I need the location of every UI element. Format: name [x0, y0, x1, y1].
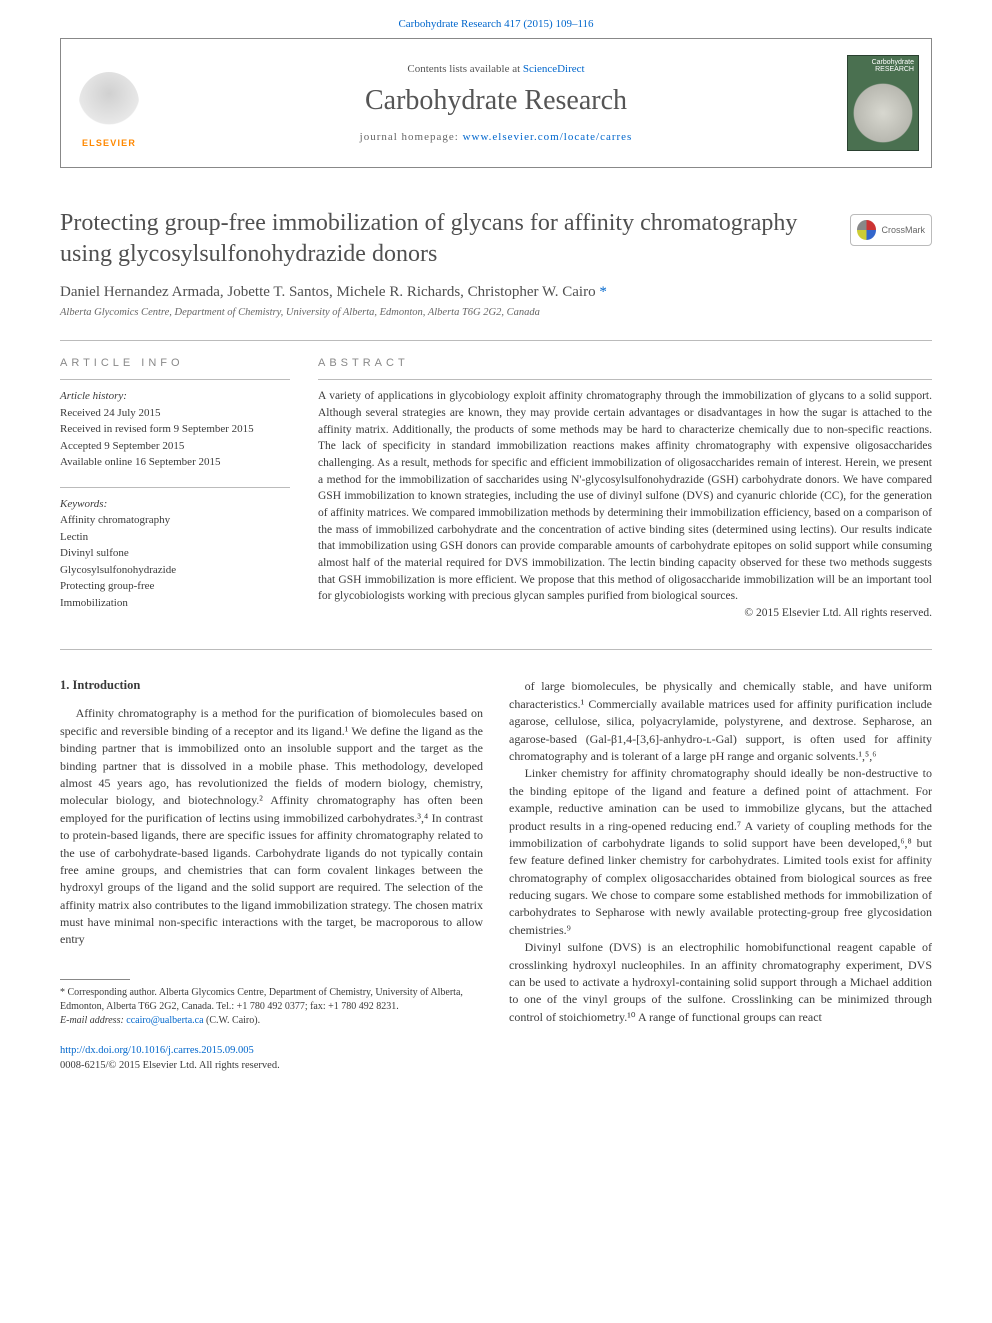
abstract-text: A variety of applications in glycobiolog… — [318, 379, 932, 605]
keywords-block: Keywords: Affinity chromatography Lectin… — [60, 487, 290, 612]
keyword: Affinity chromatography — [60, 512, 290, 529]
paragraph: Linker chemistry for affinity chromatogr… — [509, 765, 932, 939]
paragraph: of large biomolecules, be physically and… — [509, 678, 932, 765]
body-text: Affinity chromatography is a method for … — [60, 705, 483, 948]
elsevier-tree-icon — [79, 72, 139, 134]
divider — [60, 649, 932, 650]
homepage-prefix: journal homepage: — [360, 131, 463, 143]
elsevier-logo[interactable]: ELSEVIER — [73, 58, 145, 148]
email-suffix: (C.W. Cairo). — [204, 1015, 261, 1026]
article-info-heading: ARTICLE INFO — [60, 357, 290, 369]
journal-citation: Carbohydrate Research 417 (2015) 109–116 — [0, 0, 992, 38]
footnote-corresponding: * Corresponding author. Alberta Glycomic… — [60, 986, 483, 1014]
article-history-block: Article history: Received 24 July 2015 R… — [60, 379, 290, 471]
history-item: Accepted 9 September 2015 — [60, 438, 290, 455]
journal-name: Carbohydrate Research — [145, 85, 847, 117]
email-label: E-mail address: — [60, 1015, 126, 1026]
keyword: Protecting group-free — [60, 578, 290, 595]
keyword: Divinyl sulfone — [60, 545, 290, 562]
crossmark-label: CrossMark — [881, 225, 925, 235]
paragraph: Divinyl sulfone (DVS) is an electrophili… — [509, 939, 932, 1026]
keyword: Lectin — [60, 529, 290, 546]
journal-cover-thumbnail[interactable]: Carbohydrate RESEARCH — [847, 55, 919, 151]
homepage-link[interactable]: www.elsevier.com/locate/carres — [463, 131, 633, 143]
crossmark-button[interactable]: CrossMark — [850, 214, 932, 246]
cover-title: Carbohydrate RESEARCH — [848, 56, 918, 76]
corresponding-footnote: * Corresponding author. Alberta Glycomic… — [60, 986, 483, 1028]
history-label: Article history: — [60, 388, 290, 405]
keyword: Immobilization — [60, 595, 290, 612]
abstract-column: ABSTRACT A variety of applications in gl… — [310, 341, 932, 627]
article-info-column: ARTICLE INFO Article history: Received 2… — [60, 341, 310, 627]
abstract-copyright: © 2015 Elsevier Ltd. All rights reserved… — [318, 607, 932, 619]
contents-list: Contents lists available at ScienceDirec… — [145, 63, 847, 75]
section-heading-intro: 1. Introduction — [60, 678, 483, 693]
history-item: Received in revised form 9 September 201… — [60, 421, 290, 438]
abstract-heading: ABSTRACT — [318, 357, 932, 369]
history-item: Available online 16 September 2015 — [60, 454, 290, 471]
keywords-label: Keywords: — [60, 496, 290, 513]
authors-names: Daniel Hernandez Armada, Jobette T. Sant… — [60, 284, 596, 300]
body-column-left: 1. Introduction Affinity chromatography … — [60, 678, 483, 1027]
journal-header-box: ELSEVIER Contents lists available at Sci… — [60, 38, 932, 168]
issn-copyright: 0008-6215/© 2015 Elsevier Ltd. All right… — [60, 1060, 280, 1071]
crossmark-icon — [857, 220, 876, 240]
paragraph: Affinity chromatography is a method for … — [60, 705, 483, 948]
journal-homepage: journal homepage: www.elsevier.com/locat… — [145, 131, 847, 143]
body-column-right: of large biomolecules, be physically and… — [509, 678, 932, 1027]
doi-block: http://dx.doi.org/10.1016/j.carres.2015.… — [60, 1044, 932, 1073]
email-link[interactable]: ccairo@ualberta.ca — [126, 1015, 203, 1026]
article-title: Protecting group-free immobilization of … — [60, 208, 830, 270]
body-text: of large biomolecules, be physically and… — [509, 678, 932, 1026]
authors-line: Daniel Hernandez Armada, Jobette T. Sant… — [60, 284, 932, 301]
journal-citation-link[interactable]: Carbohydrate Research 417 (2015) 109–116 — [398, 18, 593, 30]
keyword: Glycosylsulfonohydrazide — [60, 562, 290, 579]
contents-list-prefix: Contents lists available at — [407, 63, 522, 75]
header-center: Contents lists available at ScienceDirec… — [145, 63, 847, 143]
corresponding-marker[interactable]: * — [599, 284, 607, 300]
footnote-email-line: E-mail address: ccairo@ualberta.ca (C.W.… — [60, 1014, 483, 1028]
history-item: Received 24 July 2015 — [60, 405, 290, 422]
footnote-separator — [60, 979, 130, 980]
sciencedirect-link[interactable]: ScienceDirect — [523, 63, 585, 75]
doi-link[interactable]: http://dx.doi.org/10.1016/j.carres.2015.… — [60, 1045, 254, 1056]
elsevier-label: ELSEVIER — [82, 138, 136, 148]
affiliation: Alberta Glycomics Centre, Department of … — [60, 307, 932, 318]
cover-image-icon — [850, 78, 916, 148]
